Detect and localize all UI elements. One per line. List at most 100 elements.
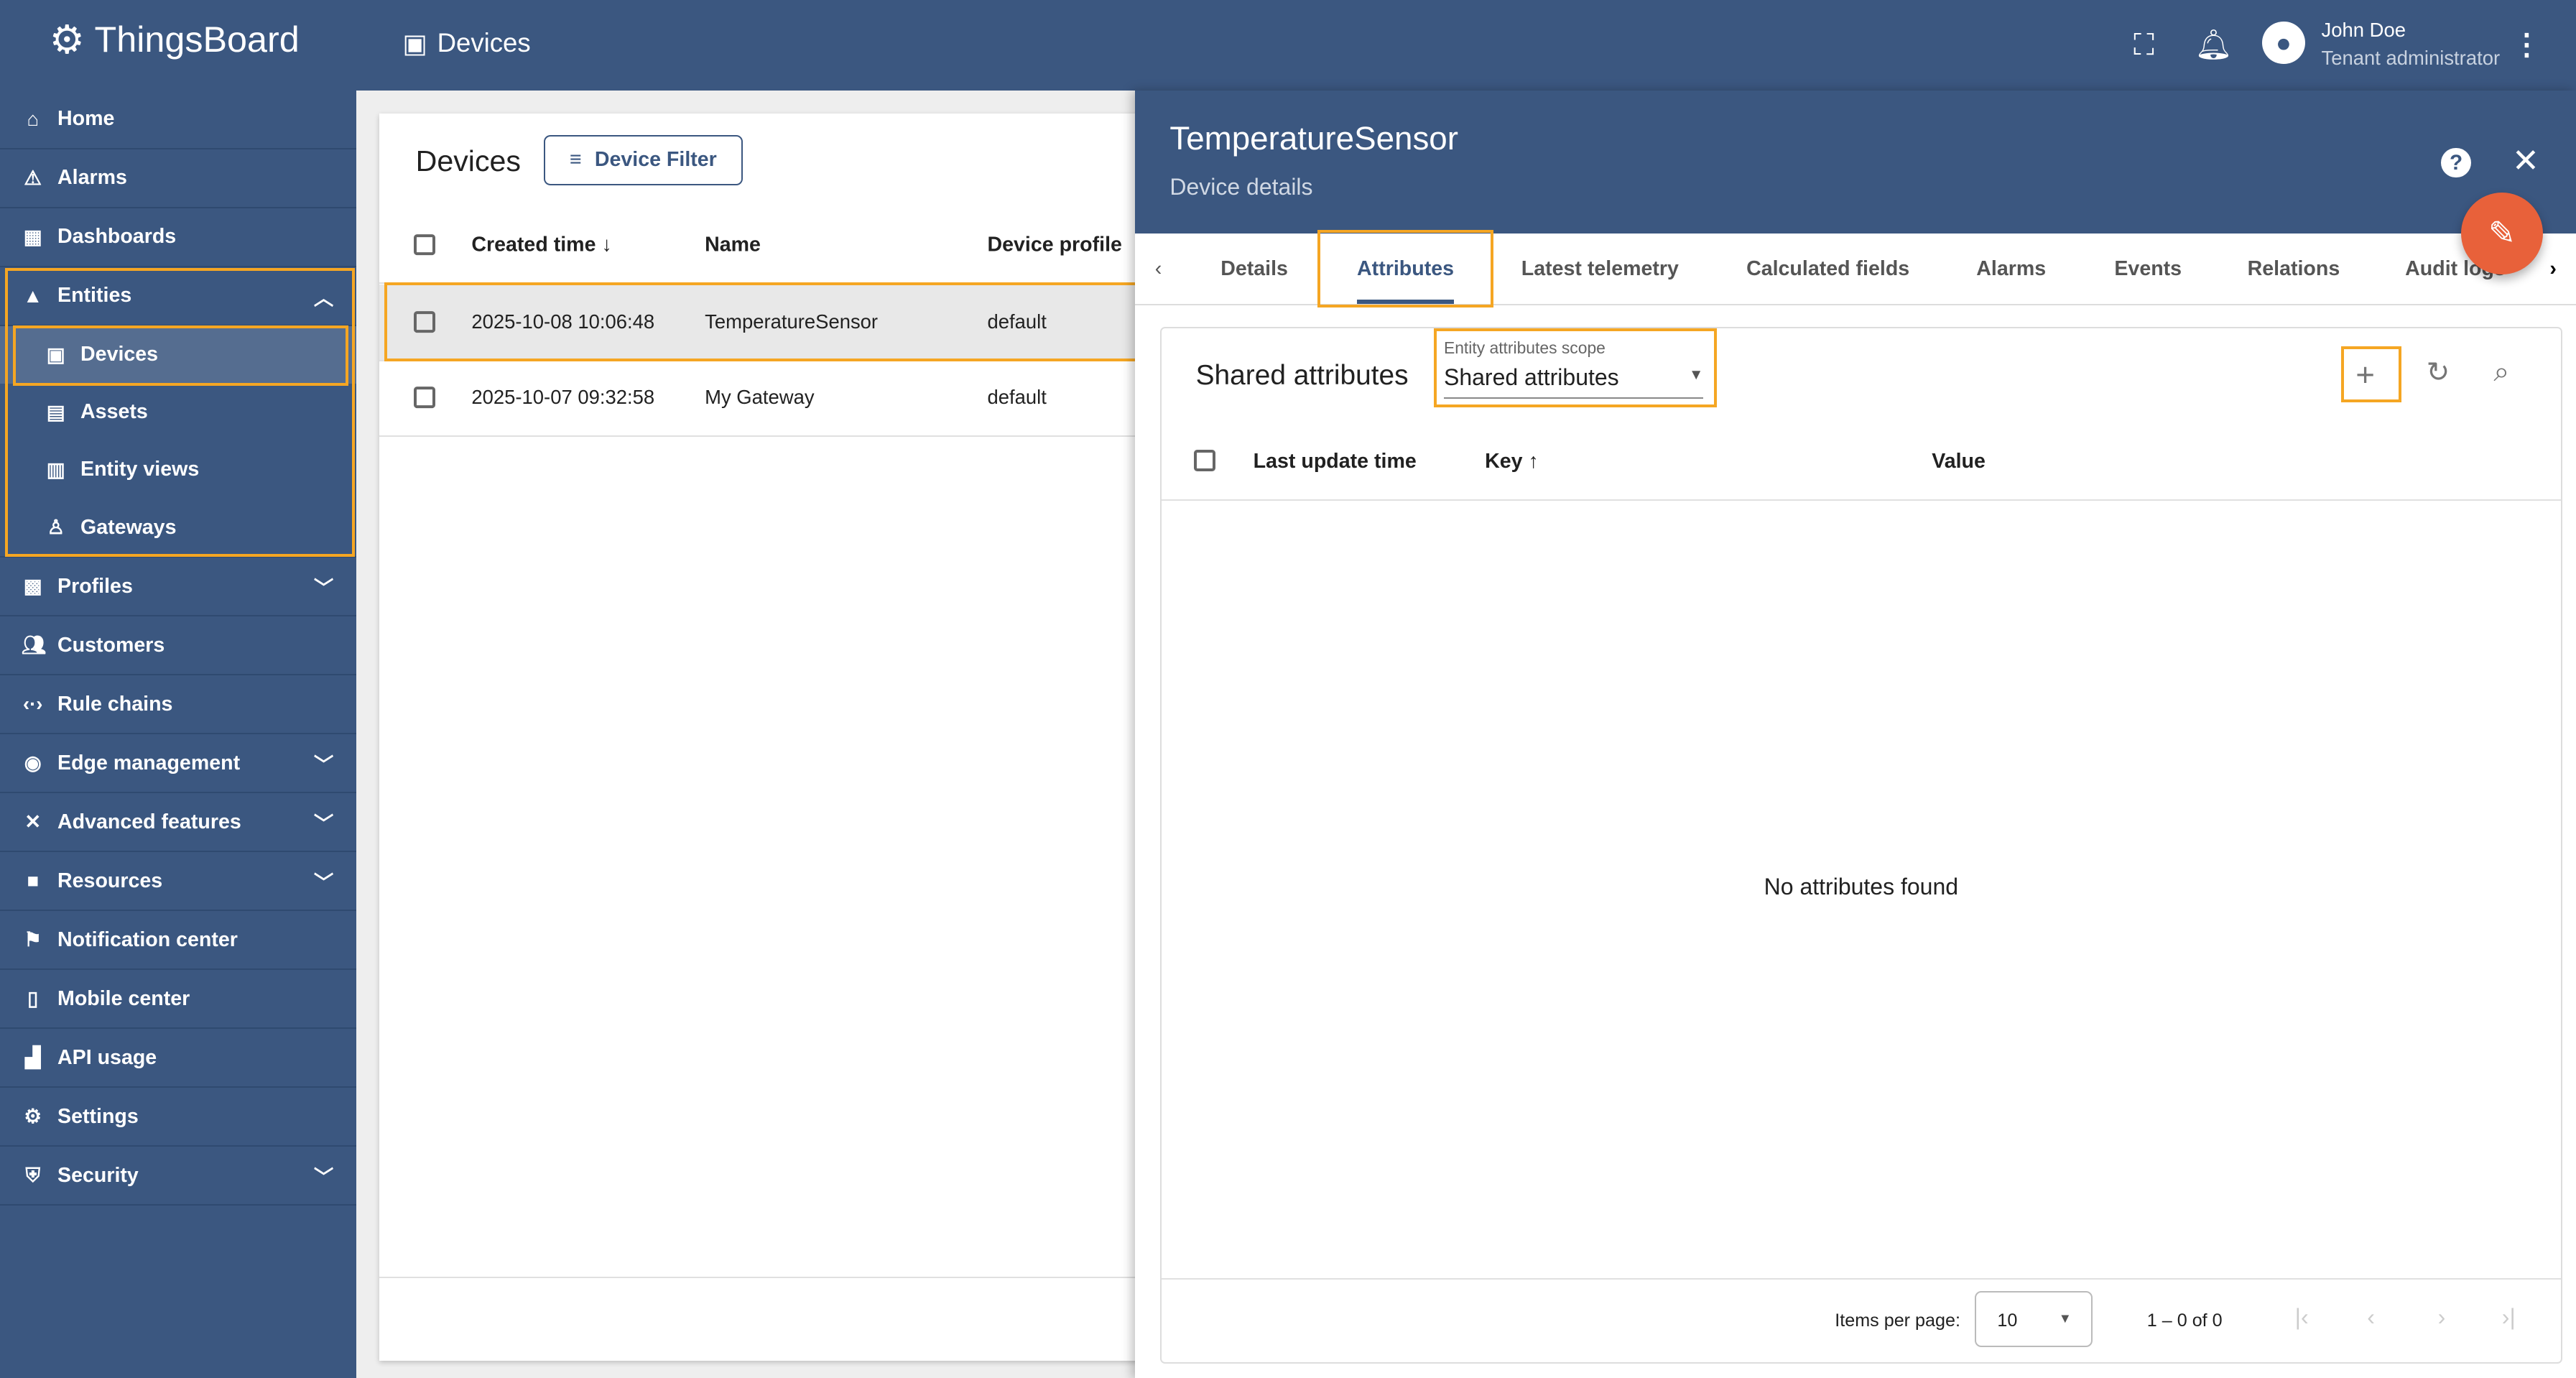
tab-calculated-fields[interactable]: Calculated fields — [1746, 256, 1910, 280]
refresh-icon[interactable]: ↻ — [2426, 356, 2450, 388]
sidebar-item-notification-center[interactable]: ⚑ Notification center — [0, 911, 357, 971]
previous-page-icon[interactable]: ‹ — [2367, 1304, 2375, 1331]
tab-scroll-left[interactable]: ‹ — [1154, 256, 1162, 280]
edit-button[interactable]: ✎ — [2460, 192, 2544, 274]
phone-icon: ▯ — [27, 987, 39, 1010]
sidebar-item-advanced-features[interactable]: ✕ Advanced features ﹀ — [0, 793, 357, 853]
sidebar-item-mobile-center[interactable]: ▯ Mobile center — [0, 970, 357, 1030]
chevron-down-icon: ﹀ — [313, 813, 334, 836]
security-icon: ⛨ — [25, 1163, 41, 1186]
chevron-down-icon: ﹀ — [313, 871, 334, 894]
tab-latest-telemetry[interactable]: Latest telemetry — [1521, 256, 1679, 280]
chevron-down-icon: ﹀ — [313, 1166, 334, 1189]
tab-details[interactable]: Details — [1220, 256, 1288, 280]
more-vert-icon[interactable]: ⋮ — [2511, 27, 2542, 61]
select-all-checkbox[interactable] — [414, 233, 436, 256]
construction-icon: ✕ — [24, 810, 42, 833]
device-details-panel: TemperatureSensor Device details ? ✕ ‹ D… — [1135, 90, 2576, 1378]
bell-icon[interactable]: 🔔︎ — [2195, 27, 2233, 61]
tab-events[interactable]: Events — [2114, 256, 2182, 280]
search-icon[interactable]: ⌕ — [2493, 356, 2510, 387]
warning-icon: ⚠ — [24, 166, 42, 189]
sidebar-item-rule-chains[interactable]: ‹·› Rule chains — [0, 675, 357, 735]
gateway-icon: ♙ — [47, 516, 65, 539]
tab-attributes[interactable]: Attributes — [1357, 233, 1454, 305]
table-header: Last update time Key ↑ Value — [1161, 427, 2562, 501]
sidebar-item-customers[interactable]: 👥︎ Customers — [0, 616, 357, 676]
gear-icon: ⚙ — [24, 1105, 42, 1128]
sidebar-item-devices[interactable]: ▣ Devices — [0, 325, 357, 384]
row-checkbox[interactable] — [414, 387, 436, 409]
sidebar-item-home[interactable]: ⌂ Home — [0, 91, 357, 149]
sidebar: ⌂ Home ⚠ Alarms ▦ Dashboards ▲ Entities ︿ ▣ De… — [0, 90, 357, 1378]
column-last-update-time[interactable]: Last update time — [1253, 450, 1417, 473]
sidebar-item-resources[interactable]: ■ Resources ﹀ — [0, 852, 357, 912]
folder-icon: ■ — [27, 869, 40, 892]
attributes-table: Shared attributes Entity attributes scop… — [1159, 327, 2563, 1364]
logo[interactable]: ⚙ ThingsBoard — [49, 17, 300, 62]
sidebar-item-dashboards[interactable]: ▦ Dashboards — [0, 208, 357, 267]
devices-icon: ▣ — [46, 343, 65, 366]
table-row[interactable]: 2025-10-07 09:32:58 My Gateway default — [379, 360, 1152, 438]
items-per-page-select[interactable]: 10 ▼ — [1974, 1290, 2093, 1347]
column-created-time[interactable]: Created time ↓ — [471, 233, 612, 256]
empty-state: No attributes found — [1764, 874, 1959, 900]
logo-icon: ⚙ — [49, 17, 85, 62]
arrow-up-icon: ↑ — [1528, 450, 1539, 473]
table-header: Created time ↓ Name Device profile — [379, 207, 1152, 285]
arrow-down-icon: ↓ — [601, 233, 612, 256]
insert-chart-icon: ▟ — [25, 1046, 41, 1069]
badge-icon: ▩ — [23, 575, 42, 598]
column-device-profile[interactable]: Device profile — [987, 233, 1122, 256]
dashboard-icon: ▦ — [23, 225, 42, 248]
page-title: Devices — [415, 144, 521, 178]
close-icon[interactable]: ✕ — [2511, 142, 2540, 179]
details-subtitle: Device details — [1169, 174, 1313, 200]
router-icon: ◉ — [24, 752, 42, 774]
sidebar-item-assets[interactable]: ▤ Assets — [0, 384, 356, 441]
sidebar-item-gateways[interactable]: ♙ Gateways — [0, 499, 357, 558]
range-label: 1 – 0 of 0 — [2146, 1310, 2223, 1331]
user-info[interactable]: John Doe Tenant administrator — [2321, 18, 2501, 69]
column-key[interactable]: Key ↑ — [1485, 450, 1539, 473]
sidebar-item-alarms[interactable]: ⚠ Alarms — [0, 149, 357, 208]
last-page-icon[interactable]: ›| — [2501, 1304, 2516, 1331]
chevron-down-icon: ﹀ — [313, 577, 334, 600]
row-checkbox[interactable] — [414, 311, 436, 333]
table-row[interactable]: 2025-10-08 10:06:48 TemperatureSensor de… — [379, 284, 1152, 361]
next-page-icon[interactable]: › — [2437, 1304, 2446, 1331]
breadcrumb: ▣ Devices — [402, 28, 531, 58]
view-quilt-icon: ▥ — [46, 458, 65, 481]
settings-ethernet-icon: ‹·› — [23, 693, 43, 716]
sidebar-item-edge-management[interactable]: ◉ Edge management ﹀ — [0, 734, 357, 794]
entities-icon: ▲ — [23, 284, 43, 307]
device-filter-button[interactable]: ≡ Device Filter — [543, 134, 743, 186]
sidebar-item-settings[interactable]: ⚙ Settings — [0, 1088, 357, 1147]
sidebar-item-entity-views[interactable]: ▥ Entity views — [0, 441, 356, 499]
devices-icon: ▣ — [402, 28, 427, 58]
tab-bar: ‹ Details Attributes Latest telemetry Ca… — [1135, 230, 2576, 307]
tab-alarms[interactable]: Alarms — [1976, 256, 2047, 280]
tab-scroll-right[interactable]: › — [2549, 256, 2557, 280]
pencil-icon: ✎ — [2488, 214, 2516, 251]
column-value[interactable]: Value — [1932, 450, 1986, 473]
help-icon[interactable]: ? — [2441, 147, 2471, 177]
sidebar-item-api-usage[interactable]: ▟ API usage — [0, 1029, 357, 1088]
first-page-icon[interactable]: |‹ — [2294, 1304, 2309, 1331]
dropdown-arrow-icon: ▼ — [2058, 1310, 2072, 1326]
devices-card: Devices ≡ Device Filter Created time ↓ Na… — [379, 113, 1157, 1361]
sidebar-item-entities[interactable]: ▲ Entities ︿ — [0, 267, 357, 326]
scope-select[interactable]: Entity attributes scope Shared attribute… — [1443, 338, 1704, 399]
section-title: Shared attributes — [1195, 359, 1409, 391]
avatar[interactable]: ● — [2262, 21, 2305, 65]
fullscreen-icon[interactable]: ⛶ — [2133, 27, 2154, 61]
paginator: Items per page: 10 ▼ 1 – 0 of 0 |‹ ‹ › ›… — [1161, 1277, 2562, 1364]
select-all-checkbox[interactable] — [1194, 450, 1216, 472]
column-name[interactable]: Name — [705, 233, 761, 256]
sidebar-item-security[interactable]: ⛨ Security ﹀ — [0, 1147, 357, 1206]
chevron-up-icon: ︿ — [313, 286, 334, 309]
sidebar-item-profiles[interactable]: ▩ Profiles ﹀ — [0, 558, 357, 617]
filter-icon: ≡ — [569, 148, 582, 172]
add-icon[interactable]: + — [2355, 356, 2375, 393]
tab-relations[interactable]: Relations — [2247, 256, 2340, 280]
